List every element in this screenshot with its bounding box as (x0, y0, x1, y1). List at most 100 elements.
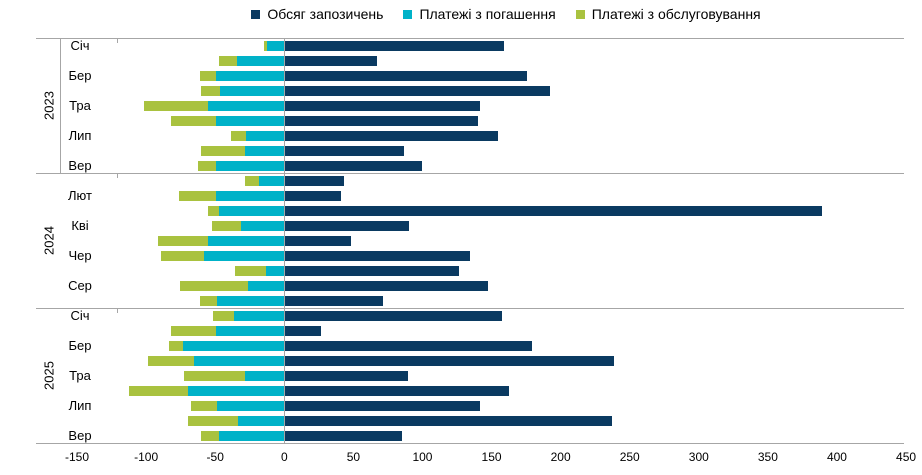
bar-repayment (218, 430, 284, 441)
bar-repayment (258, 175, 284, 186)
month-label: Січ (70, 38, 90, 53)
month-label: Лют (68, 188, 92, 203)
bar-servicing (218, 55, 237, 66)
bar-repayment (246, 130, 284, 141)
bar-servicing (170, 325, 217, 336)
x-tick-label: 150 (481, 450, 502, 464)
group-divider-line (36, 172, 904, 174)
x-tick-label: 250 (619, 450, 640, 464)
bar-servicing (198, 160, 217, 171)
month-label: Лип (68, 128, 92, 143)
bar-servicing (178, 190, 217, 201)
bar-servicing (245, 175, 259, 186)
bar-repayment (216, 190, 284, 201)
bar-repayment (240, 220, 284, 231)
bar-servicing (200, 430, 219, 441)
bar-borrowing (284, 175, 345, 186)
bar-borrowing (284, 85, 551, 96)
legend-item-borrowing: Обсяг запозичень (251, 6, 383, 22)
category-axis-tick (117, 173, 118, 178)
plot-top-border (36, 37, 904, 39)
bar-repayment (245, 370, 284, 381)
bar-servicing (144, 100, 208, 111)
year-month-separator-line (60, 38, 61, 173)
bar-repayment (216, 325, 284, 336)
bar-borrowing (284, 265, 459, 276)
bar-borrowing (284, 115, 479, 126)
x-tick-label: 450 (896, 450, 917, 464)
bar-repayment (265, 265, 284, 276)
bar-repayment (245, 145, 284, 156)
month-label: Бер (68, 338, 92, 353)
bar-borrowing (284, 415, 613, 426)
bar-servicing (180, 280, 248, 291)
bar-servicing (129, 385, 189, 396)
bar-servicing (264, 40, 268, 51)
bar-repayment (188, 385, 284, 396)
month-label: Січ (70, 308, 90, 323)
bar-borrowing (284, 100, 480, 111)
bar-borrowing (284, 205, 823, 216)
month-label: Лип (68, 398, 92, 413)
bar-repayment (216, 115, 284, 126)
bar-servicing (188, 415, 239, 426)
x-tick-label: 0 (280, 450, 288, 464)
bar-borrowing (284, 280, 488, 291)
bar-borrowing (284, 430, 403, 441)
x-tick-label: -150 (65, 450, 90, 464)
x-tick-label: -100 (134, 450, 159, 464)
bar-servicing (235, 265, 266, 276)
month-label: Кві (71, 218, 89, 233)
bar-repayment (203, 250, 284, 261)
bar-servicing (199, 70, 217, 81)
month-label: Чер (68, 248, 92, 263)
plot-bottom-border (36, 442, 904, 444)
bar-servicing (169, 340, 183, 351)
category-axis-tick (117, 308, 118, 313)
bar-servicing (160, 250, 204, 261)
month-label: Тра (69, 368, 91, 383)
bar-repayment (247, 280, 284, 291)
bar-servicing (158, 235, 208, 246)
month-label: Вер (68, 158, 92, 173)
chart-legend: Обсяг запозичень Платежі з погашення Плате… (90, 5, 922, 23)
x-tick-label: 300 (688, 450, 709, 464)
bar-servicing (200, 85, 221, 96)
bar-borrowing (284, 250, 470, 261)
bar-repayment (238, 415, 284, 426)
bar-servicing (191, 400, 218, 411)
bar-repayment (216, 70, 284, 81)
zero-axis-line (283, 38, 285, 443)
legend-label: Платежі з обслуговування (591, 6, 761, 22)
legend-swatch-borrowing (251, 9, 261, 19)
bar-borrowing (284, 160, 422, 171)
bar-repayment (207, 100, 284, 111)
legend-item-servicing: Платежі з обслуговування (575, 6, 761, 22)
bar-borrowing (284, 190, 342, 201)
legend-swatch-servicing (575, 9, 585, 19)
x-tick-label: 350 (757, 450, 778, 464)
bar-borrowing (284, 400, 480, 411)
bar-borrowing (284, 130, 498, 141)
bar-repayment (218, 205, 284, 216)
bar-borrowing (284, 55, 378, 66)
bar-repayment (207, 235, 284, 246)
x-tick-label: 100 (412, 450, 433, 464)
bar-repayment (236, 55, 284, 66)
bar-servicing (213, 310, 235, 321)
bar-borrowing (284, 370, 408, 381)
month-label: Сер (68, 278, 92, 293)
bar-servicing (231, 130, 247, 141)
bar-repayment (234, 310, 284, 321)
legend-item-repayment: Платежі з погашення (403, 6, 556, 22)
bar-borrowing (284, 310, 502, 321)
bar-repayment (217, 295, 284, 306)
bar-servicing (170, 115, 217, 126)
bar-repayment (267, 40, 284, 51)
bar-borrowing (284, 235, 352, 246)
bar-servicing (207, 205, 219, 216)
bar-servicing (211, 220, 241, 231)
x-tick-label: 400 (826, 450, 847, 464)
